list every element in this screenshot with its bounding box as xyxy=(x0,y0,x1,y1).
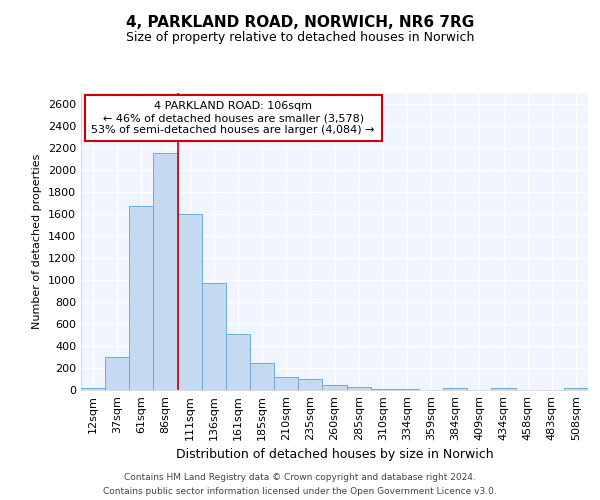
Bar xyxy=(81,388,105,390)
Y-axis label: Number of detached properties: Number of detached properties xyxy=(32,154,43,329)
Text: 4 PARKLAND ROAD: 106sqm
← 46% of detached houses are smaller (3,578)
53% of semi: 4 PARKLAND ROAD: 106sqm ← 46% of detache… xyxy=(91,102,375,134)
Bar xyxy=(564,388,588,390)
Bar xyxy=(371,389,395,390)
Bar xyxy=(178,214,202,390)
Bar xyxy=(202,282,226,390)
Bar xyxy=(322,385,347,390)
Bar xyxy=(226,334,250,390)
X-axis label: Distribution of detached houses by size in Norwich: Distribution of detached houses by size … xyxy=(176,448,493,461)
Text: Size of property relative to detached houses in Norwich: Size of property relative to detached ho… xyxy=(126,31,474,44)
Text: 4, PARKLAND ROAD, NORWICH, NR6 7RG: 4, PARKLAND ROAD, NORWICH, NR6 7RG xyxy=(126,15,474,30)
Bar xyxy=(105,357,129,390)
Bar xyxy=(298,379,322,390)
Text: Contains public sector information licensed under the Open Government Licence v3: Contains public sector information licen… xyxy=(103,486,497,496)
Bar xyxy=(347,386,371,390)
Bar xyxy=(250,363,274,390)
Bar xyxy=(154,153,178,390)
Bar xyxy=(491,388,515,390)
Bar xyxy=(129,206,154,390)
Text: Contains HM Land Registry data © Crown copyright and database right 2024.: Contains HM Land Registry data © Crown c… xyxy=(124,473,476,482)
Bar xyxy=(274,377,298,390)
Bar xyxy=(443,388,467,390)
